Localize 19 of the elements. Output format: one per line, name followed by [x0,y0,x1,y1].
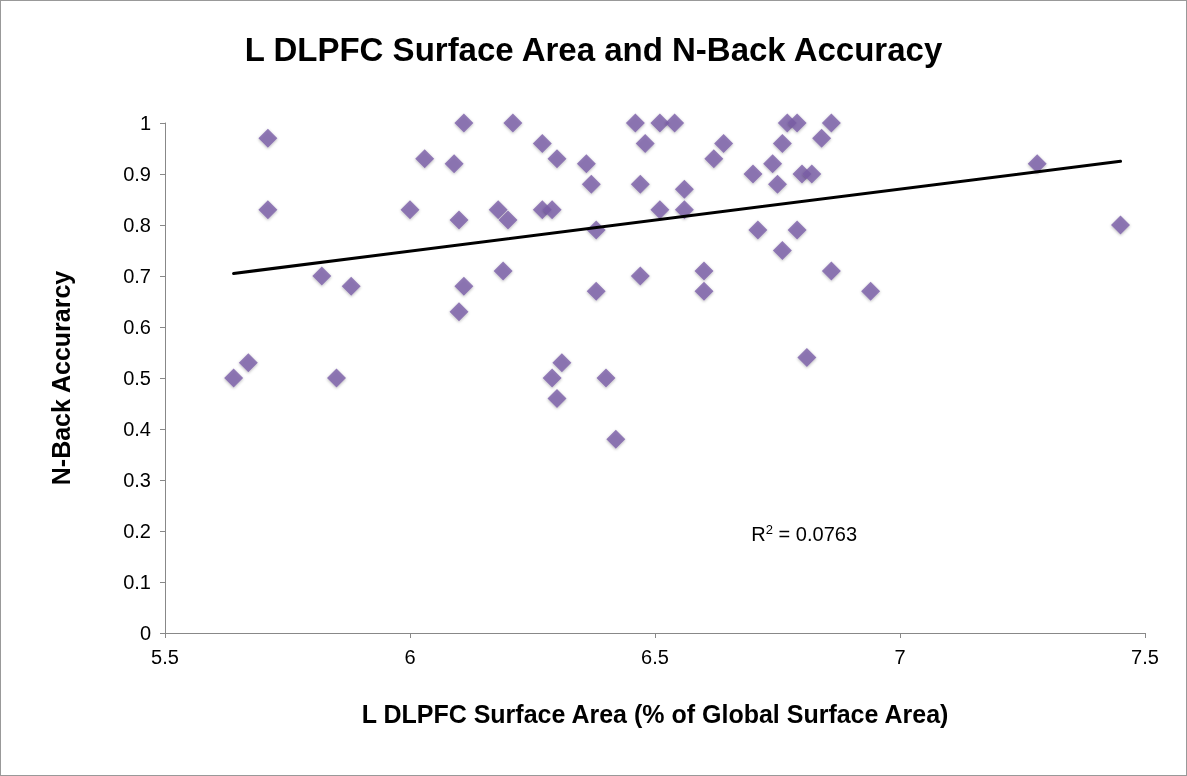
y-tick-label: 1 [139,112,151,134]
y-tick-label: 0 [139,622,151,644]
x-axis-title: L DLPFC Surface Area (% of Global Surface Area) [361,699,949,728]
y-tick-label: 0.8 [123,214,151,236]
x-tick-label: 6 [404,646,416,668]
y-tick-label: 0.2 [123,520,151,542]
y-tick-label: 0.9 [123,163,151,185]
x-tick-label: 6.5 [641,646,669,668]
y-tick-label: 0.5 [123,367,151,389]
x-tick-label: 5.5 [151,646,179,668]
x-tick-label: 7.5 [1131,646,1159,668]
y-tick-label: 0.6 [123,316,151,338]
y-axis-title: N-Back Accurarcy [46,270,75,486]
y-tick-label: 0.4 [123,418,151,440]
chart-title: L DLPFC Surface Area and N-Back Accuracy [244,31,943,68]
y-tick-label: 0.1 [123,571,151,593]
y-tick-label: 0.7 [123,265,151,287]
x-tick-label: 7 [894,646,906,668]
y-tick-label: 0.3 [123,469,151,491]
